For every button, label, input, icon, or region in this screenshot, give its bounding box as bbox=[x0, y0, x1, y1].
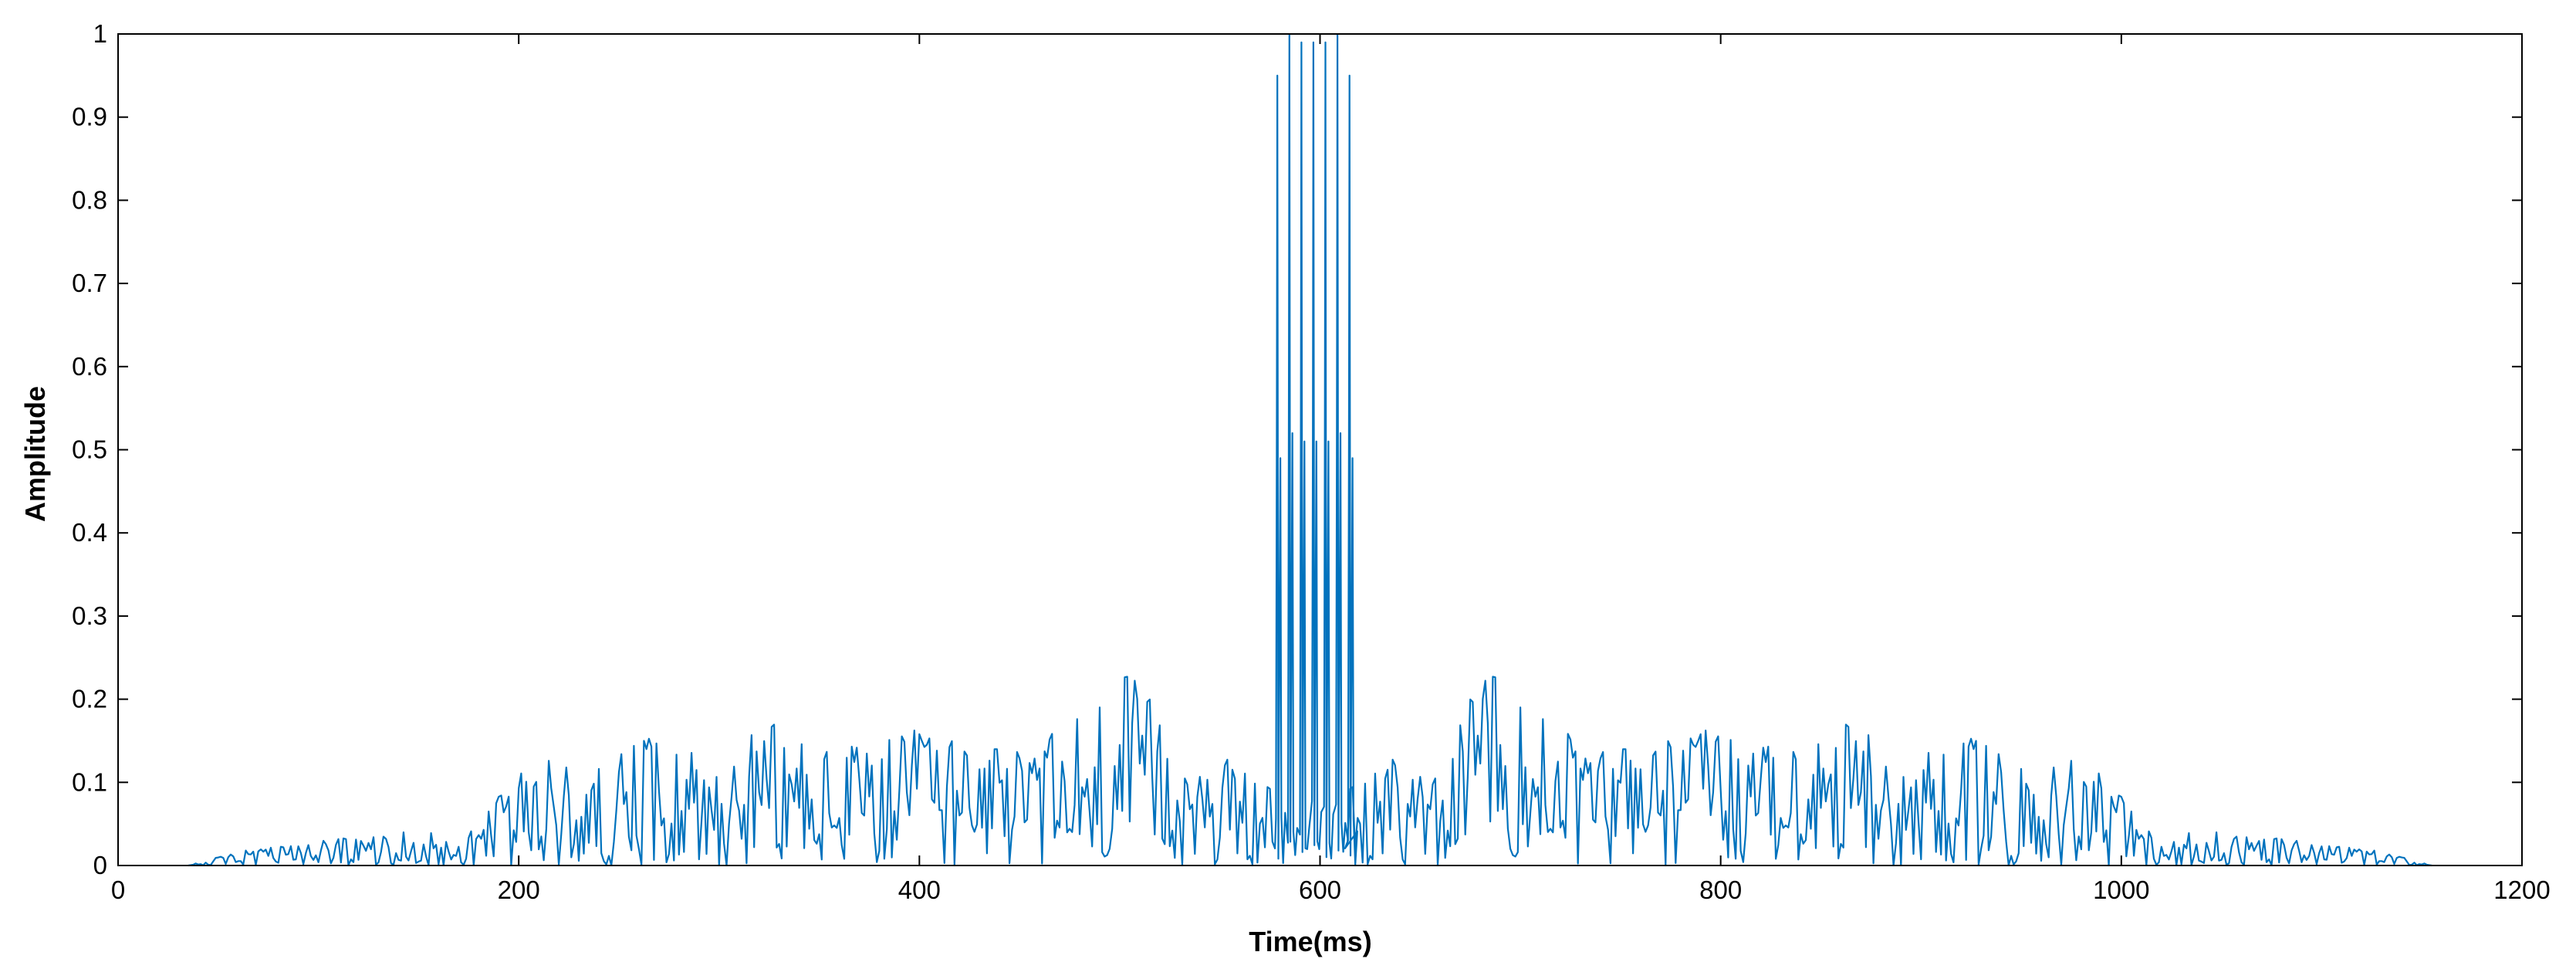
x-tick-label: 1200 bbox=[2493, 876, 2550, 904]
y-tick-label: 0.9 bbox=[72, 103, 107, 131]
y-tick-label: 0.1 bbox=[72, 767, 107, 796]
x-axis-label: Time(ms) bbox=[1249, 926, 1371, 957]
x-tick-label: 200 bbox=[498, 876, 540, 904]
y-tick-label: 0.2 bbox=[72, 685, 107, 713]
y-tick-label: 0.8 bbox=[72, 185, 107, 214]
y-axis-label: Amplitude bbox=[19, 386, 51, 522]
x-tick-label: 0 bbox=[111, 876, 125, 904]
y-tick-label: 0 bbox=[93, 851, 107, 879]
y-tick-label: 0.6 bbox=[72, 352, 107, 381]
y-tick-label: 0.7 bbox=[72, 269, 107, 297]
y-tick-label: 0.4 bbox=[72, 518, 107, 547]
y-tick-label: 0.5 bbox=[72, 435, 107, 464]
amplitude-series-line bbox=[188, 32, 2432, 867]
y-tick-label: 0.3 bbox=[72, 601, 107, 630]
x-tick-label: 600 bbox=[1299, 876, 1341, 904]
x-tick-label: 400 bbox=[898, 876, 941, 904]
x-tick-label: 800 bbox=[1699, 876, 1742, 904]
x-tick-label: 1000 bbox=[2093, 876, 2149, 904]
y-tick-label: 1 bbox=[93, 19, 107, 48]
